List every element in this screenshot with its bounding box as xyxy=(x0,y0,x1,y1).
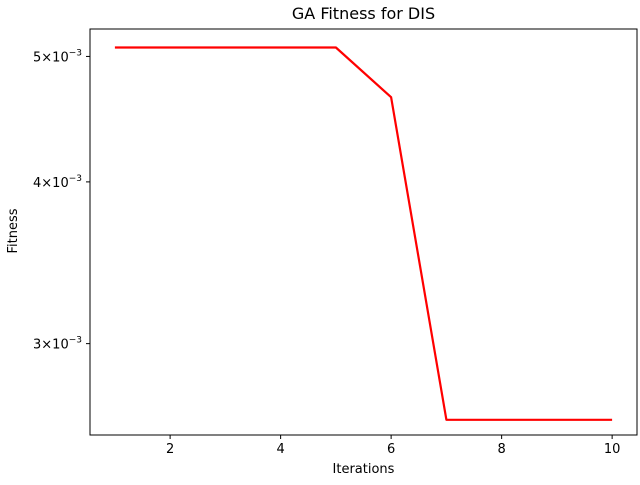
x-tick-label: 4 xyxy=(276,442,284,457)
x-tick-label: 8 xyxy=(497,442,505,457)
plot-frame xyxy=(89,28,638,436)
x-tick-label: 2 xyxy=(166,442,174,457)
x-tick-label: 10 xyxy=(604,442,621,457)
y-tick-times-sign: ×10 xyxy=(41,176,68,191)
y-tick-exponent: −3 xyxy=(69,336,82,346)
y-tick-label: 4×10−3 xyxy=(33,174,82,191)
chart-title: GA Fitness for DIS xyxy=(292,4,435,23)
y-axis-ticks: 5×10−34×10−33×10−3 xyxy=(33,48,90,353)
y-tick-mantissa: 4 xyxy=(33,176,41,191)
series-group xyxy=(114,46,613,421)
y-tick-exponent: −3 xyxy=(69,174,82,184)
y-tick-mantissa: 5 xyxy=(33,50,41,65)
y-tick-mantissa: 3 xyxy=(33,338,41,353)
x-tick-label: 6 xyxy=(387,442,395,457)
y-axis-label: Fitness xyxy=(6,208,21,253)
x-axis-ticks: 2 4 6 8 10 xyxy=(166,435,620,457)
x-axis-label: Iterations xyxy=(333,462,395,477)
y-tick-exponent: −3 xyxy=(69,48,82,58)
y-tick-times-sign: ×10 xyxy=(41,50,68,65)
series-line xyxy=(114,46,613,421)
y-tick-label: 5×10−3 xyxy=(33,48,82,65)
y-tick-times-sign: ×10 xyxy=(41,338,68,353)
y-tick-label: 3×10−3 xyxy=(33,336,82,353)
